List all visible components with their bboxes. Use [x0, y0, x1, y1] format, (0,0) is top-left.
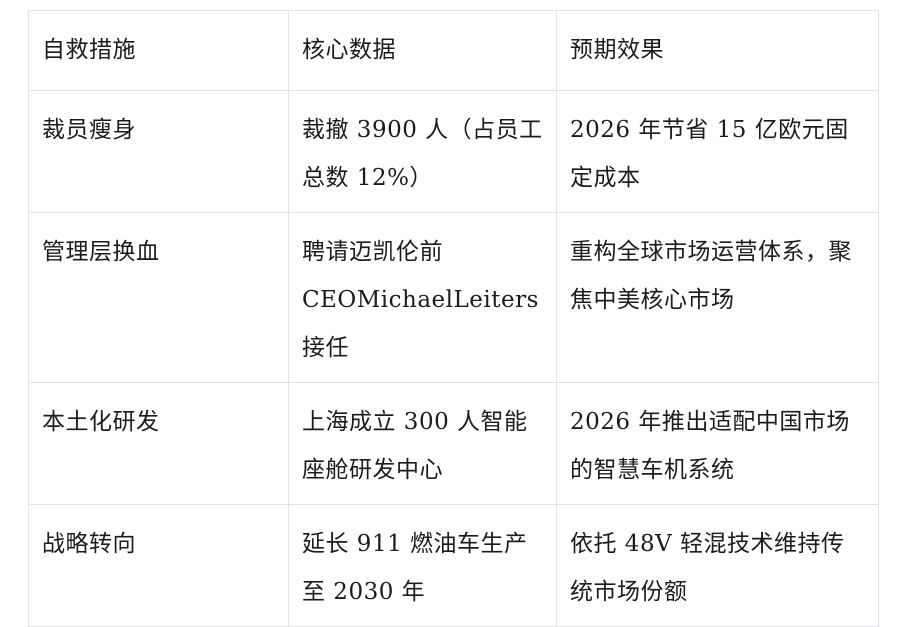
table-header-row: 自救措施 核心数据 预期效果 [28, 10, 879, 91]
cell-measure: 管理层换血 [28, 212, 289, 383]
table-row: 本土化研发 上海成立 300 人智能座舱研发中心 2026 年推出适配中国市场的… [28, 382, 879, 505]
cell-expected-effect: 依托 48V 轻混技术维持传统市场份额 [556, 504, 879, 627]
cell-core-data: 裁撤 3900 人（占员工总数 12%） [288, 90, 557, 213]
table-row: 战略转向 延长 911 燃油车生产至 2030 年 依托 48V 轻混技术维持传… [28, 504, 879, 627]
cell-measure: 战略转向 [28, 504, 289, 627]
table-row: 管理层换血 聘请迈凯伦前 CEOMichaelLeiters 接任 重构全球市场… [28, 212, 879, 383]
cell-measure: 本土化研发 [28, 382, 289, 505]
cell-measure: 裁员瘦身 [28, 90, 289, 213]
cell-core-data: 延长 911 燃油车生产至 2030 年 [288, 504, 557, 627]
cell-expected-effect: 重构全球市场运营体系，聚焦中美核心市场 [556, 212, 879, 383]
cell-core-data: 上海成立 300 人智能座舱研发中心 [288, 382, 557, 505]
rescue-measures-table: 自救措施 核心数据 预期效果 裁员瘦身 裁撤 3900 人（占员工总数 12%）… [28, 10, 879, 627]
cell-expected-effect: 2026 年推出适配中国市场的智慧车机系统 [556, 382, 879, 505]
cell-expected-effect: 2026 年节省 15 亿欧元固定成本 [556, 90, 879, 213]
header-cell-measure: 自救措施 [28, 10, 289, 91]
cell-core-data: 聘请迈凯伦前 CEOMichaelLeiters 接任 [288, 212, 557, 383]
table-row: 裁员瘦身 裁撤 3900 人（占员工总数 12%） 2026 年节省 15 亿欧… [28, 90, 879, 213]
header-cell-core-data: 核心数据 [288, 10, 557, 91]
header-cell-expected-effect: 预期效果 [556, 10, 879, 91]
